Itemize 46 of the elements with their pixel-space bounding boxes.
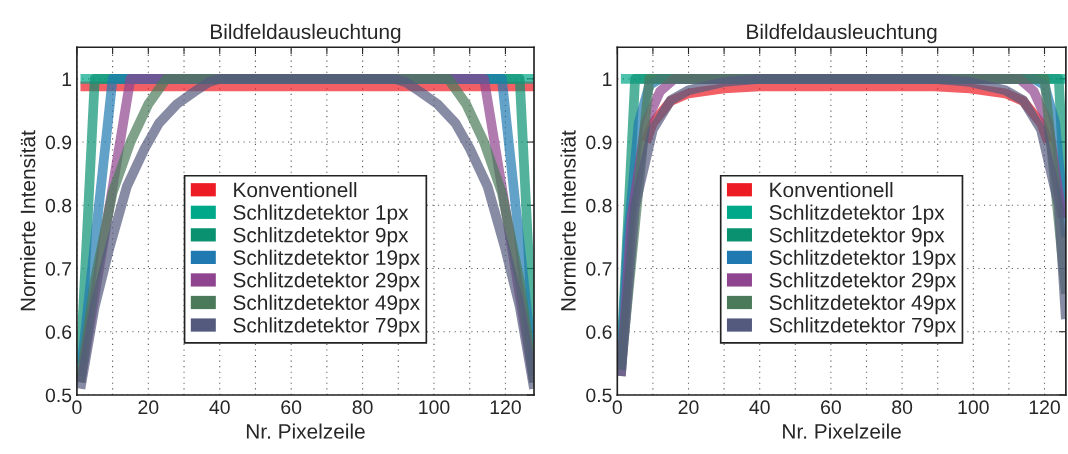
legend-label: Konventionell bbox=[770, 182, 893, 198]
legend-label: Schlitzdetektor 9px bbox=[233, 227, 409, 247]
x-axis-title: Nr. Pixelzeile bbox=[246, 423, 365, 439]
legend-label: Schlitzdetektor 9px bbox=[769, 227, 945, 247]
x-tick-label: 0 bbox=[612, 400, 622, 415]
legend-label: Schlitzdetektor 49px bbox=[769, 294, 956, 315]
y-tick-label: 0.7 bbox=[45, 261, 72, 276]
x-tick-label: 0 bbox=[72, 400, 82, 415]
y-tick-label: 0.8 bbox=[586, 198, 612, 213]
x-tick-label: 100 bbox=[958, 400, 989, 415]
legend-label: Schlitzdetektor 19px bbox=[769, 249, 956, 270]
legend-label: Schlitzdetektor 29px bbox=[233, 272, 420, 292]
x-tick-label: 80 bbox=[352, 400, 373, 415]
y-tick-label: 0.6 bbox=[586, 325, 612, 339]
legend-label: Konventionell bbox=[234, 182, 357, 198]
y-tick-label: 0.5 bbox=[45, 388, 72, 403]
legend-label: Schlitzdetektor 79px bbox=[233, 317, 420, 337]
y-axis-title: Normierte Intensität bbox=[20, 130, 36, 311]
legend-label: Schlitzdetektor 79px bbox=[769, 317, 956, 337]
y-tick-label: 0.8 bbox=[45, 198, 72, 213]
x-tick-label: 20 bbox=[678, 400, 699, 415]
y-tick-label: 0.7 bbox=[586, 261, 612, 276]
x-tick-label: 40 bbox=[209, 400, 230, 415]
x-tick-label: 120 bbox=[490, 400, 521, 415]
x-tick-label: 20 bbox=[138, 400, 159, 415]
legend-label: Schlitzdetektor 1px bbox=[233, 204, 409, 224]
legend-label: Schlitzdetektor 19px bbox=[233, 249, 420, 270]
x-tick-label: 100 bbox=[419, 400, 450, 415]
x-tick-label: 40 bbox=[749, 400, 770, 415]
y-tick-label: 1 bbox=[62, 72, 72, 86]
x-axis-title: Nr. Pixelzeile bbox=[783, 423, 901, 439]
x-tick-label: 60 bbox=[281, 400, 302, 415]
y-tick-label: 0.5 bbox=[586, 388, 612, 403]
y-tick-label: 0.9 bbox=[586, 135, 612, 150]
legend-label: Schlitzdetektor 49px bbox=[233, 294, 420, 315]
y-tick-label: 0.6 bbox=[45, 325, 72, 339]
chart-title: Bildfeldausleuchtung bbox=[747, 23, 937, 44]
x-tick-label: 120 bbox=[1029, 400, 1060, 415]
y-axis-title: Normierte Intensität bbox=[560, 130, 576, 311]
legend-label: Schlitzdetektor 29px bbox=[769, 272, 956, 292]
y-tick-label: 1 bbox=[603, 72, 612, 86]
chart-title: Bildfeldausleuchtung bbox=[211, 23, 401, 44]
x-tick-label: 60 bbox=[821, 400, 841, 415]
x-tick-label: 80 bbox=[892, 400, 913, 415]
y-tick-label: 0.9 bbox=[45, 135, 72, 150]
legend-label: Schlitzdetektor 1px bbox=[769, 204, 945, 224]
